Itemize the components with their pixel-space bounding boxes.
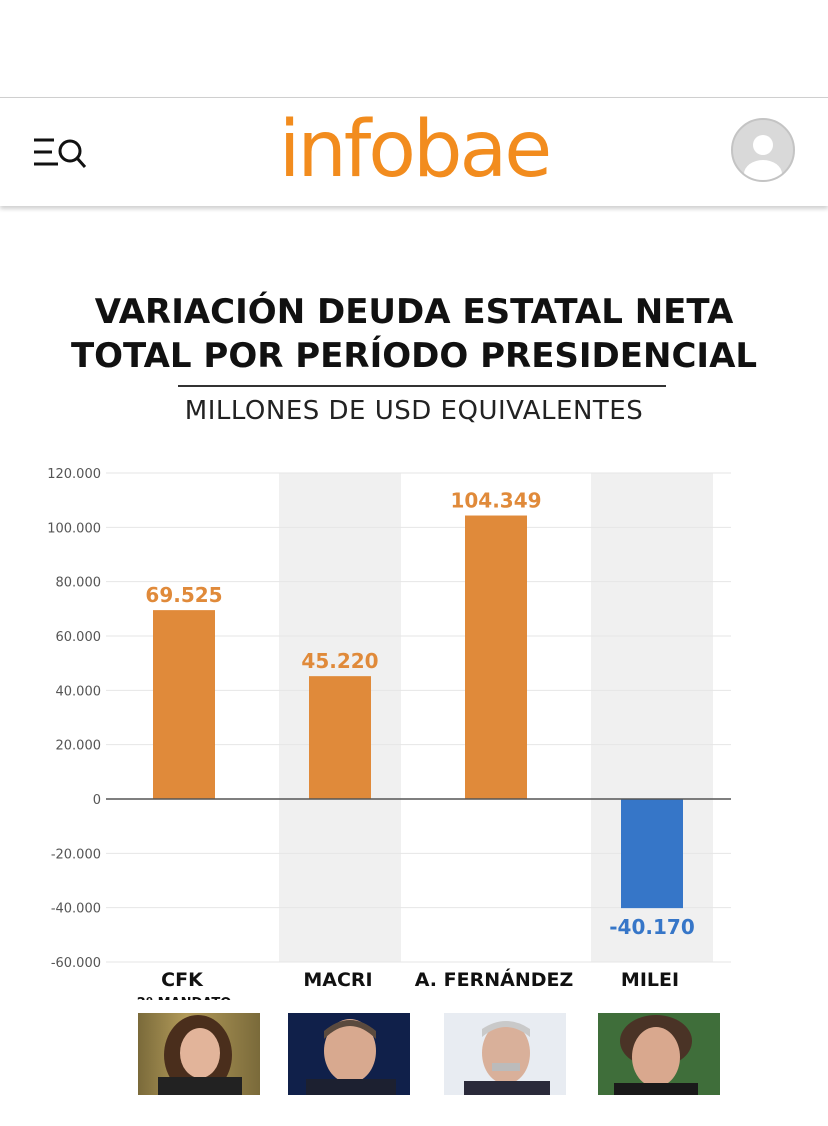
bar bbox=[621, 799, 683, 909]
chart-title-line-2: TOTAL POR PERÍODO PRESIDENCIAL bbox=[70, 336, 758, 376]
user-avatar-icon[interactable] bbox=[731, 118, 795, 182]
y-tick-label: -20.000 bbox=[51, 847, 101, 862]
chart-title: VARIACIÓN DEUDA ESTATAL NETA TOTAL POR P… bbox=[0, 290, 828, 378]
category-sublabel: 2º MANDATO bbox=[137, 996, 232, 1000]
data-label: 104.349 bbox=[450, 489, 541, 513]
y-tick-label: 40.000 bbox=[56, 684, 102, 699]
y-tick-label: 60.000 bbox=[56, 630, 102, 645]
portrait-cfk bbox=[138, 1013, 260, 1095]
data-label: -40.170 bbox=[609, 915, 694, 939]
top-header: infobae bbox=[0, 97, 828, 206]
y-tick-label: 0 bbox=[93, 793, 101, 808]
portrait-macri bbox=[288, 1013, 410, 1095]
portrait-milei bbox=[598, 1013, 720, 1095]
y-tick-label: -40.000 bbox=[51, 902, 101, 917]
category-label: MILEI bbox=[621, 969, 679, 991]
chart-title-line-1: VARIACIÓN DEUDA ESTATAL NETA bbox=[94, 292, 734, 332]
y-tick-label: 100.000 bbox=[47, 521, 101, 536]
data-label: 45.220 bbox=[301, 649, 378, 673]
y-tick-label: 120.000 bbox=[47, 467, 101, 482]
title-divider bbox=[178, 385, 666, 387]
portrait-fernandez bbox=[444, 1013, 566, 1095]
y-tick-label: 20.000 bbox=[56, 739, 102, 754]
y-tick-label: 80.000 bbox=[56, 576, 102, 591]
bar bbox=[465, 515, 527, 799]
bar bbox=[309, 676, 371, 799]
category-label: MACRI bbox=[303, 969, 372, 991]
bar bbox=[153, 610, 215, 799]
infobae-logo[interactable]: infobae bbox=[278, 105, 553, 195]
category-label: A. FERNÁNDEZ bbox=[415, 968, 574, 991]
category-label: CFK bbox=[161, 969, 204, 991]
menu-search-icon[interactable] bbox=[32, 134, 88, 174]
data-label: 69.525 bbox=[145, 583, 222, 607]
y-tick-label: -60.000 bbox=[51, 956, 101, 971]
chart-subtitle: MILLONES DE USD EQUIVALENTES bbox=[184, 396, 644, 426]
bar-chart: 120.000 100.000 80.000 60.000 40.000 20.000 0 -… bbox=[47, 467, 731, 1000]
